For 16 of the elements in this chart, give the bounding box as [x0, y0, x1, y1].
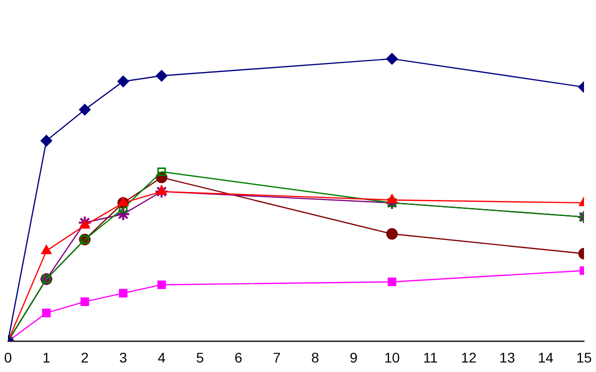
x-tick-label: 14 [538, 349, 554, 366]
x-tick-label: 6 [234, 349, 242, 366]
x-tick-label: 2 [80, 349, 89, 366]
x-tick-label: 12 [461, 349, 477, 366]
x-tick-label: 10 [384, 349, 400, 366]
x-tick-label: 15 [576, 349, 592, 366]
x-tick-label: 5 [196, 349, 204, 366]
x-tick-label: 4 [158, 349, 166, 366]
x-tick-label: 7 [272, 349, 281, 366]
x-tick-label: 11 [423, 349, 438, 366]
x-tick-label: 1 [42, 349, 50, 366]
x-tick-label: 9 [350, 349, 358, 366]
x-tick-label: 3 [119, 349, 128, 366]
x-tick-label: 8 [311, 349, 320, 366]
x-tick-label: 13 [499, 349, 516, 366]
x-tick-label: 0 [4, 349, 12, 366]
